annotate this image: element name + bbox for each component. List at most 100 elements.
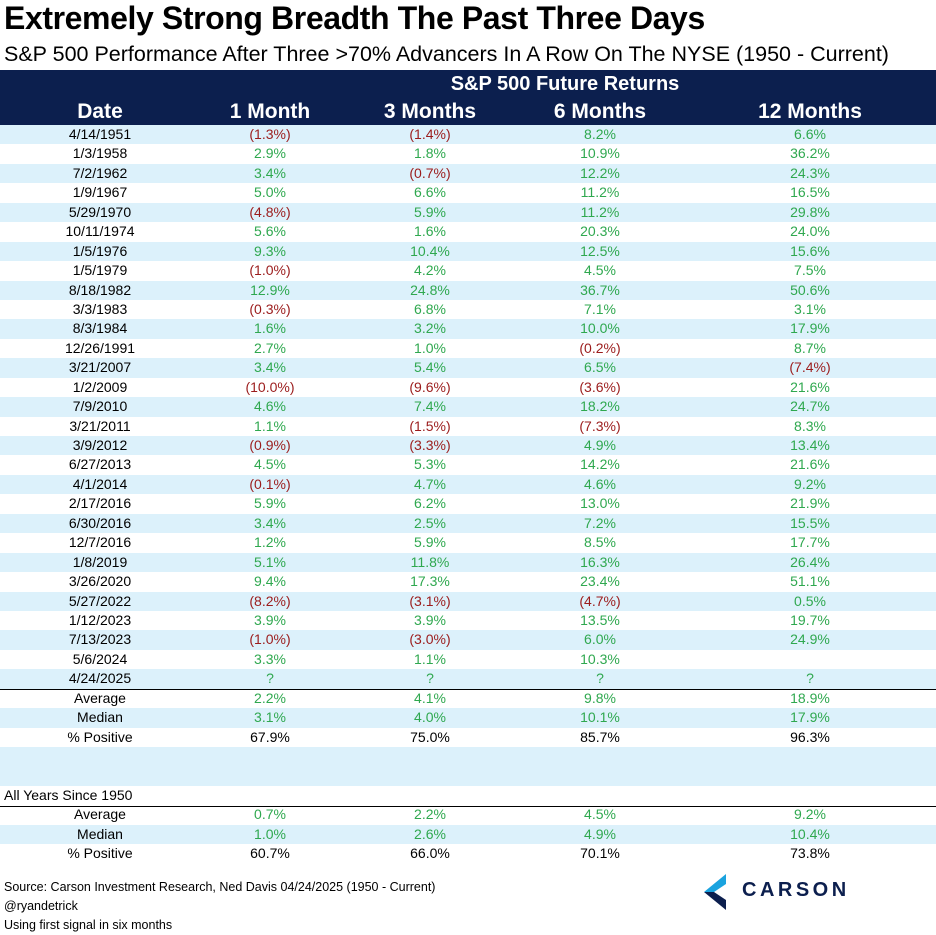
return-cell: 3.3%	[254, 650, 286, 667]
row-label: 1/12/2023	[68, 611, 132, 628]
return-cell: 6.6%	[794, 126, 826, 142]
return-cell: 5.6%	[254, 223, 286, 240]
return-cell: 4.5%	[584, 262, 616, 279]
return-cell: 1.6%	[254, 320, 286, 337]
return-cell: 4.7%	[414, 475, 446, 492]
row-label: Average	[74, 689, 126, 706]
return-cell: 67.9%	[250, 728, 290, 745]
row-label: 1/5/1979	[72, 262, 128, 279]
row-label: 6/30/2016	[68, 514, 132, 531]
carson-logo: CARSON	[700, 872, 860, 912]
carson-logo-text: CARSON	[742, 879, 850, 901]
return-cell: 7.1%	[584, 300, 616, 317]
return-cell: (0.1%)	[249, 475, 291, 492]
row-label: 7/9/2010	[72, 398, 128, 415]
return-cell: 4.1%	[414, 689, 446, 706]
return-cell: 9.3%	[254, 242, 286, 259]
return-cell: 18.2%	[580, 398, 620, 415]
return-cell: (1.0%)	[249, 631, 291, 648]
return-cell: 1.1%	[414, 650, 446, 667]
table-row: 8/3/1984 1.6% 3.2% 10.0% 17.9%	[0, 319, 936, 339]
return-cell: 6.5%	[584, 359, 616, 376]
return-cell: (3.3%)	[409, 437, 451, 453]
return-cell: 15.6%	[790, 242, 830, 259]
return-cell: 23.4%	[580, 573, 620, 590]
row-label: 8/18/1982	[68, 281, 132, 298]
table-row: 5/29/1970 (4.8%) 5.9% 11.2% 29.8%	[0, 202, 936, 223]
all-years-row: % Positive 60.7% 66.0% 70.1% 73.8%	[0, 844, 936, 863]
row-label: 4/24/2025	[68, 670, 132, 687]
return-cell: 7.5%	[794, 262, 826, 279]
return-cell: 2.5%	[414, 514, 446, 531]
return-cell: 1.1%	[254, 417, 286, 434]
return-cell: 21.6%	[790, 378, 830, 395]
return-cell: 10.3%	[580, 650, 620, 667]
table-row: 7/13/2023 (1.0%) (3.0%) 6.0% 24.9%	[0, 630, 936, 650]
return-cell: ?	[266, 670, 274, 687]
return-cell: 1.6%	[414, 223, 446, 240]
table-row: 1/2/2009 (10.0%) (9.6%) (3.6%) 21.6%	[0, 378, 936, 397]
row-label: % Positive	[67, 845, 133, 862]
table-header: S&P 500 Future Returns Date 1 Month 3 Mo…	[0, 70, 936, 125]
row-label: 4/14/1951	[68, 126, 132, 142]
return-cell: (7.4%)	[789, 359, 831, 376]
table-row: 1/5/1979 (1.0%) 4.2% 4.5% 7.5%	[0, 261, 936, 280]
return-cell: 8.3%	[794, 417, 826, 434]
footer-source: Source: Carson Investment Research, Ned …	[4, 880, 436, 894]
return-cell: 7.2%	[584, 514, 616, 531]
return-cell: 18.9%	[790, 689, 830, 706]
header-1-month: 1 Month	[229, 100, 311, 123]
table-row: 12/26/1991 2.7% 1.0% (0.2%) 8.7%	[0, 339, 936, 358]
return-cell: 3.4%	[254, 514, 286, 531]
row-label: 12/26/1991	[64, 339, 136, 356]
page-subtitle: S&P 500 Performance After Three >70% Adv…	[4, 42, 889, 66]
row-label: 4/1/2014	[72, 475, 128, 492]
row-label: 3/26/2020	[68, 573, 132, 590]
return-cell: 24.7%	[790, 398, 830, 415]
row-label: 1/8/2019	[72, 553, 128, 570]
table-row: 2/17/2016 5.9% 6.2% 13.0% 21.9%	[0, 494, 936, 513]
return-cell: 4.9%	[584, 437, 616, 453]
return-cell: ?	[596, 670, 604, 687]
return-cell: 8.5%	[584, 534, 616, 551]
return-cell: 13.0%	[580, 495, 620, 512]
return-cell: 7.4%	[414, 398, 446, 415]
table-row: 3/21/2011 1.1% (1.5%) (7.3%) 8.3%	[0, 417, 936, 436]
row-label: 1/5/1976	[72, 242, 128, 259]
summary-row: Median 3.1% 4.0% 10.1% 17.9%	[0, 708, 936, 728]
row-label: 2/17/2016	[68, 495, 132, 512]
return-cell: 10.4%	[410, 242, 450, 259]
row-label: 7/2/1962	[72, 164, 128, 181]
return-cell: (10.0%)	[245, 378, 295, 395]
return-cell: 29.8%	[790, 203, 830, 220]
return-cell: 51.1%	[790, 573, 830, 590]
return-cell: (3.6%)	[579, 378, 621, 395]
return-cell: 19.7%	[790, 611, 830, 628]
return-cell: 3.1%	[794, 300, 826, 317]
return-cell: 16.5%	[790, 184, 830, 201]
row-label: 10/11/1974	[65, 223, 135, 240]
return-cell: (4.7%)	[579, 592, 621, 609]
return-cell: 0.5%	[794, 592, 826, 609]
return-cell: 10.9%	[580, 145, 620, 162]
return-cell: 17.9%	[790, 320, 830, 337]
return-cell: 96.3%	[790, 728, 830, 745]
summary-row: % Positive 67.9% 75.0% 85.7% 96.3%	[0, 728, 936, 747]
return-cell: 15.5%	[790, 514, 830, 531]
return-cell: 3.1%	[254, 709, 286, 726]
table-row: 1/8/2019 5.1% 11.8% 16.3% 26.4%	[0, 552, 936, 573]
row-label: 5/27/2022	[68, 592, 132, 609]
spacer-row	[0, 747, 936, 767]
row-label: Average	[74, 806, 126, 823]
return-cell: 24.9%	[790, 631, 830, 648]
return-cell: (1.4%)	[409, 126, 451, 142]
return-cell: 9.8%	[584, 689, 616, 706]
table-row: 1/9/1967 5.0% 6.6% 11.2% 16.5%	[0, 183, 936, 202]
return-cell: 5.0%	[254, 184, 286, 201]
row-label: % Positive	[67, 728, 133, 745]
return-cell: 17.7%	[790, 534, 830, 551]
return-cell: 2.2%	[254, 689, 286, 706]
return-cell: 13.4%	[790, 437, 830, 453]
spacer-row	[0, 766, 936, 786]
all-years-row: Median 1.0% 2.6% 4.9% 10.4%	[0, 824, 936, 845]
